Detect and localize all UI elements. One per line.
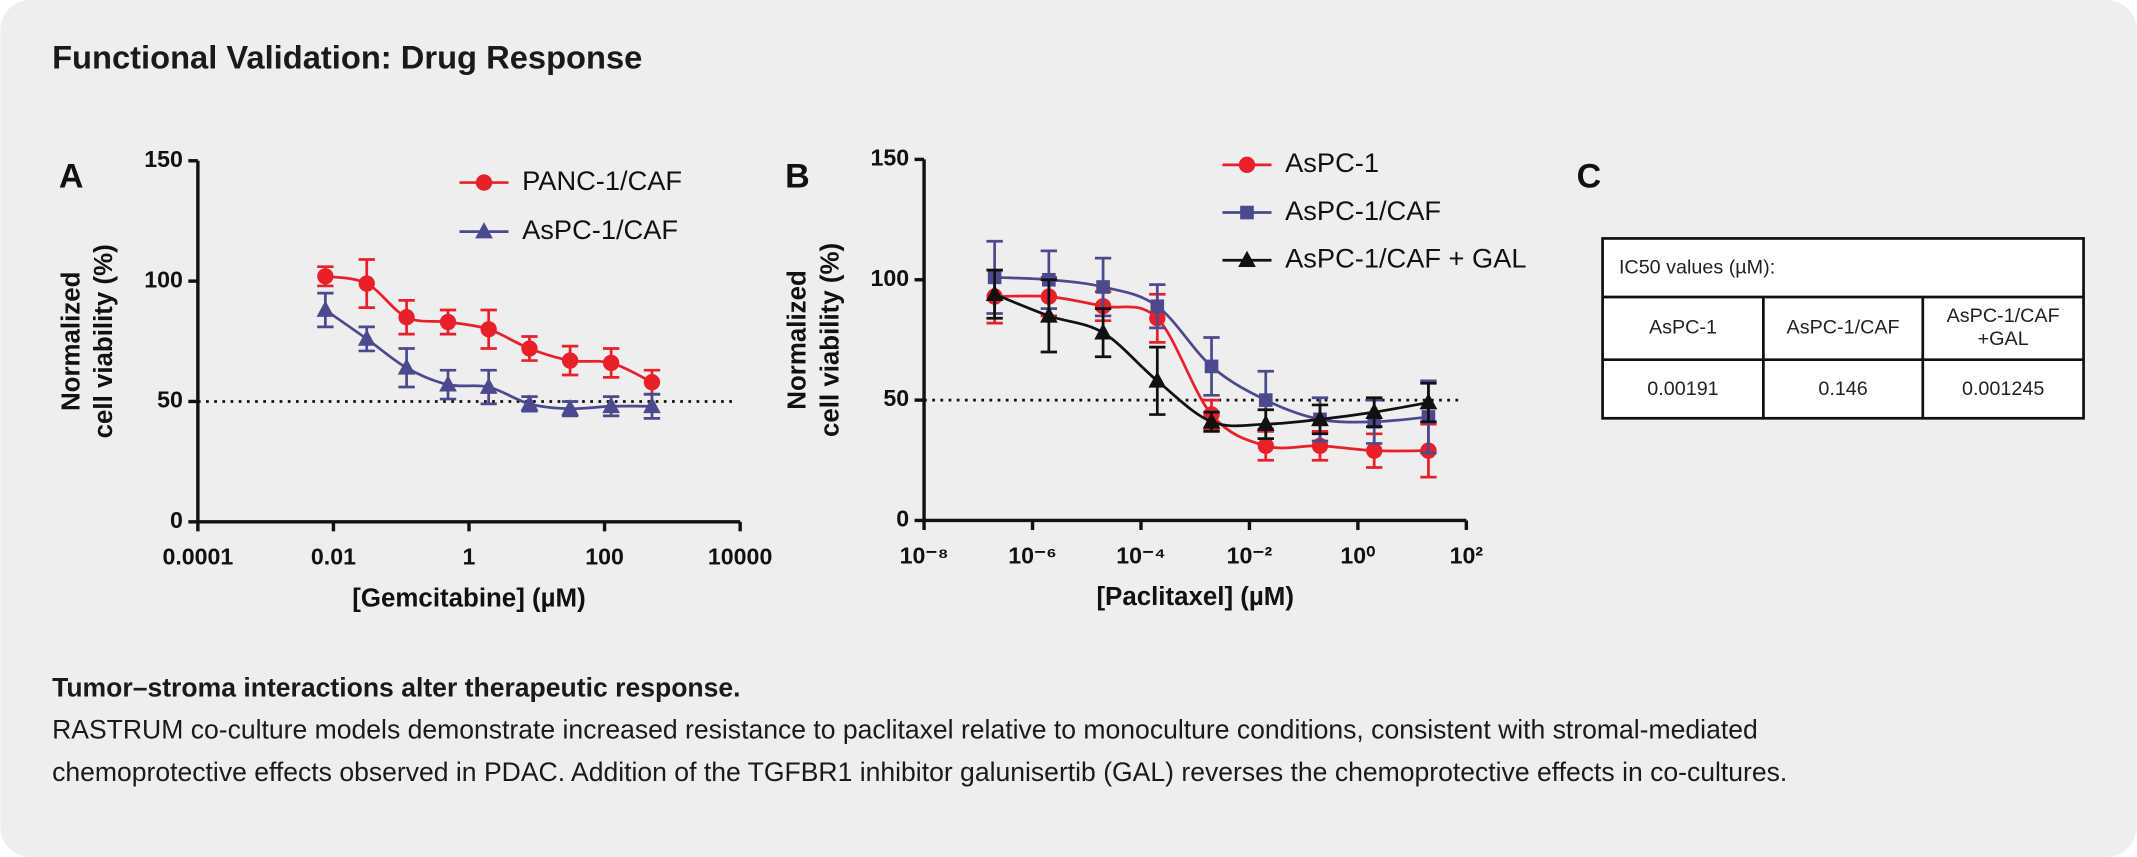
point <box>439 313 457 331</box>
y-axis-label: Normalized <box>57 272 85 411</box>
point <box>520 394 539 411</box>
point <box>1202 412 1221 429</box>
legend-label: AsPC-1/CAF + GAL <box>1285 242 1526 273</box>
x-tick-label: 100 <box>585 544 624 570</box>
point <box>480 321 497 338</box>
table-border <box>1601 237 2085 420</box>
point <box>1094 323 1112 340</box>
point <box>602 396 621 414</box>
legend-label: AsPC-1/CAF <box>1285 195 1441 226</box>
point <box>561 352 579 369</box>
x-tick-label: 10⁰ <box>1340 542 1375 568</box>
y-axis-label: cell viability (%) <box>816 243 844 437</box>
y-tick-label: 100 <box>144 266 183 292</box>
x-axis-label: [Paclitaxel] (µM) <box>1096 583 1294 611</box>
y-axis-label: Normalized <box>784 270 812 409</box>
x-tick-label: 10⁻² <box>1227 542 1273 568</box>
y-tick-label: 0 <box>896 506 909 532</box>
table-title: IC50 values (µM): <box>1619 257 1775 279</box>
x-tick-label: 0.01 <box>311 544 356 570</box>
point <box>1419 392 1438 410</box>
point <box>643 396 661 414</box>
point <box>1204 359 1219 374</box>
point <box>643 374 661 391</box>
point <box>358 275 375 292</box>
point <box>602 354 620 372</box>
legend-marker <box>475 222 493 239</box>
legend-marker <box>1238 156 1256 174</box>
point <box>985 284 1004 302</box>
point <box>1148 371 1167 388</box>
x-tick-label: 10⁻⁸ <box>900 542 949 568</box>
legend-label: AsPC-1/CAF <box>522 214 678 245</box>
x-tick-label: 10² <box>1450 542 1484 568</box>
point <box>1096 280 1110 294</box>
point <box>1150 299 1165 314</box>
point <box>479 377 498 394</box>
x-axis-label: [Gemcitabine] (µM) <box>352 584 585 612</box>
y-tick-label: 100 <box>870 265 909 291</box>
table-header: AsPC-1 <box>1649 317 1717 339</box>
y-tick-label: 50 <box>157 387 183 413</box>
table-cell: 0.00191 <box>1647 378 1718 400</box>
point <box>1258 393 1273 407</box>
table-header: AsPC-1/CAF <box>1787 317 1900 339</box>
figure-title: Functional Validation: Drug Response <box>52 39 642 76</box>
x-tick-label: 10⁻⁶ <box>1008 542 1057 568</box>
point <box>398 309 415 326</box>
table-cell: 0.001245 <box>1962 378 2044 400</box>
point <box>561 399 579 416</box>
point <box>1366 442 1383 459</box>
panel-label: A <box>59 157 84 195</box>
point <box>439 375 457 392</box>
point <box>397 358 416 375</box>
point <box>316 300 335 317</box>
point <box>317 268 334 285</box>
table-cell: 0.146 <box>1818 378 1867 400</box>
x-tick-label: 0.0001 <box>162 544 233 570</box>
legend-marker <box>475 174 493 191</box>
caption-line: chemoprotective effects observed in PDAC… <box>52 757 1787 787</box>
y-tick-label: 150 <box>144 146 183 172</box>
point <box>1365 402 1384 419</box>
y-tick-label: 50 <box>883 385 909 411</box>
point <box>357 329 376 346</box>
panel-label: C <box>1577 157 1602 195</box>
point <box>1311 409 1329 427</box>
x-tick-label: 10⁻⁴ <box>1116 542 1165 568</box>
x-tick-label: 10000 <box>708 544 772 570</box>
legend-marker <box>1240 205 1254 220</box>
table-header: +GAL <box>1978 328 2029 350</box>
caption-line: RASTRUM co-culture models demonstrate in… <box>52 715 1758 745</box>
panel-label: B <box>785 157 810 195</box>
legend-label: AsPC-1 <box>1285 147 1379 178</box>
table-header: AsPC-1/CAF <box>1947 305 2060 327</box>
legend-label: PANC-1/CAF <box>522 165 682 196</box>
y-tick-label: 150 <box>870 145 909 171</box>
y-axis-label: cell viability (%) <box>90 244 118 438</box>
legend-marker <box>1238 250 1256 268</box>
x-tick-label: 1 <box>463 544 476 570</box>
point <box>1257 437 1274 455</box>
y-tick-label: 0 <box>170 507 183 533</box>
point <box>1256 414 1275 431</box>
point <box>521 340 538 357</box>
point <box>1039 306 1058 323</box>
ic50-table: C IC50 values (µM): AsPC-1 AsPC-1/CAF AsPC… <box>1577 157 2085 420</box>
caption-heading: Tumor–stroma interactions alter therapeu… <box>52 672 740 702</box>
